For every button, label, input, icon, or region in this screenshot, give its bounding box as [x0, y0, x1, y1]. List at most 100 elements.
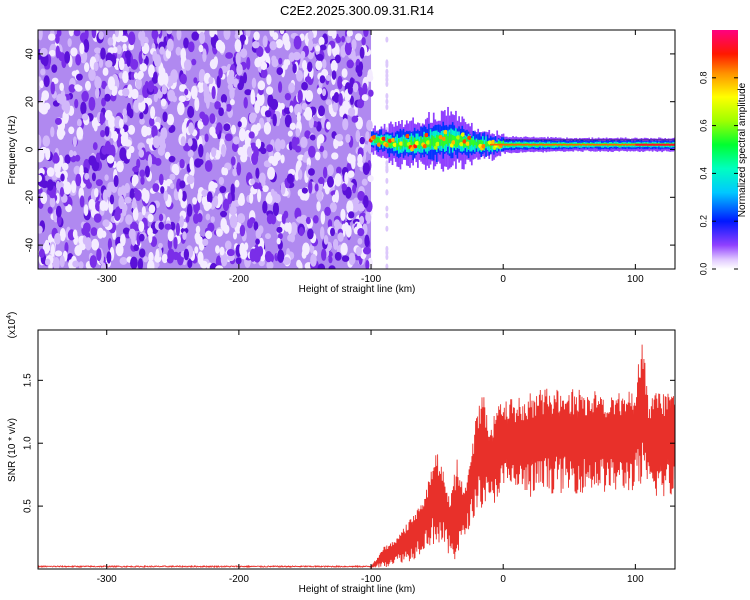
signal-blob	[392, 142, 398, 148]
noise-speck	[112, 131, 118, 143]
noise-speck	[368, 89, 374, 97]
x-tick-label: 0	[500, 574, 506, 585]
noise-speck	[238, 127, 246, 142]
noise-speck	[290, 222, 298, 236]
noise-speck	[72, 229, 78, 239]
noise-speck	[286, 173, 294, 184]
noise-speck	[234, 39, 242, 53]
noise-speck	[262, 185, 269, 193]
noise-speck	[218, 67, 223, 79]
noise-speck	[357, 153, 363, 165]
signal-cell	[470, 138, 473, 152]
colorbar-tick-label: 0.0	[698, 263, 708, 276]
noise-speck	[107, 181, 116, 191]
noise-speck	[170, 125, 176, 133]
noise-speck	[43, 75, 50, 88]
noise-speck	[112, 46, 118, 54]
noise-speck	[164, 223, 172, 230]
signal-cell	[420, 136, 422, 147]
noise-speck	[365, 259, 370, 269]
noise-speck	[72, 260, 80, 268]
x-tick-label: -300	[97, 274, 117, 285]
noise-speck	[278, 233, 283, 240]
noise-speck	[113, 175, 119, 188]
y-tick-label: 1.0	[23, 436, 34, 450]
snr-series	[38, 344, 675, 569]
noise-speck	[227, 192, 232, 205]
noise-speck	[346, 200, 354, 215]
noise-speck	[104, 174, 109, 181]
signal-cell	[380, 138, 383, 145]
noise-speck	[148, 230, 153, 244]
noise-speck	[189, 157, 194, 171]
noise-speck	[308, 168, 315, 176]
noise-speck	[351, 39, 357, 50]
signal-cell	[448, 132, 451, 144]
noise-speck	[178, 188, 183, 202]
noise-speck	[93, 61, 99, 72]
noise-speck	[59, 187, 65, 197]
noise-speck	[197, 121, 204, 130]
noise-speck	[317, 87, 323, 95]
noise-speck	[289, 233, 296, 243]
noise-speck	[226, 73, 235, 86]
noise-speck	[319, 226, 325, 240]
signal-cell	[432, 136, 435, 148]
noise-speck	[178, 95, 186, 103]
noise-speck	[38, 148, 45, 162]
noise-speck	[343, 222, 349, 232]
signal-cell	[418, 141, 421, 149]
noise-speck	[325, 74, 332, 81]
noise-speck	[220, 252, 228, 267]
signal-blob	[467, 135, 472, 140]
signal-cell	[410, 136, 413, 147]
y-tick-label: 20	[25, 96, 36, 108]
noise-speck	[282, 257, 291, 265]
noise-speck	[158, 213, 164, 222]
noise-speck	[163, 190, 169, 202]
noise-speck	[58, 93, 67, 106]
noise-speck	[260, 61, 268, 71]
noise-speck	[56, 30, 62, 37]
noise-speck	[239, 34, 247, 42]
noise-speck	[348, 252, 356, 266]
noise-speck	[127, 124, 136, 135]
noise-speck	[385, 225, 389, 232]
noise-speck	[347, 85, 353, 95]
noise-speck	[133, 72, 139, 80]
noise-speck	[250, 89, 255, 103]
noise-speck	[332, 101, 339, 113]
signal-cell	[459, 134, 462, 146]
noise-speck	[99, 111, 104, 126]
noise-speck	[345, 133, 351, 143]
noise-speck	[79, 42, 85, 55]
noise-speck	[249, 217, 256, 224]
noise-speck	[195, 126, 200, 140]
noise-speck	[224, 240, 232, 250]
noise-speck	[133, 99, 141, 113]
noise-speck	[42, 242, 51, 254]
noise-speck	[143, 256, 149, 263]
noise-speck	[242, 72, 248, 84]
noise-speck	[47, 206, 53, 214]
noise-speck	[364, 234, 370, 248]
signal-blob	[398, 141, 404, 146]
noise-speck	[341, 68, 348, 78]
noise-speck	[142, 84, 150, 99]
noise-speck	[76, 126, 84, 140]
heatmap-x-ticks: -300 -200 -100 0 100	[97, 30, 644, 285]
noise-speck	[314, 151, 321, 161]
noise-speck	[128, 228, 136, 240]
noise-speck	[192, 197, 198, 205]
noise-speck	[222, 198, 230, 212]
signal-blob	[451, 140, 456, 145]
noise-speck	[169, 182, 175, 190]
heatmap-signal-band	[368, 106, 675, 172]
signal-cell	[478, 139, 481, 147]
noise-speck	[139, 63, 148, 72]
signal-cell	[397, 138, 400, 147]
noise-speck	[134, 189, 142, 202]
noise-speck	[209, 30, 215, 38]
noise-speck	[108, 144, 116, 159]
